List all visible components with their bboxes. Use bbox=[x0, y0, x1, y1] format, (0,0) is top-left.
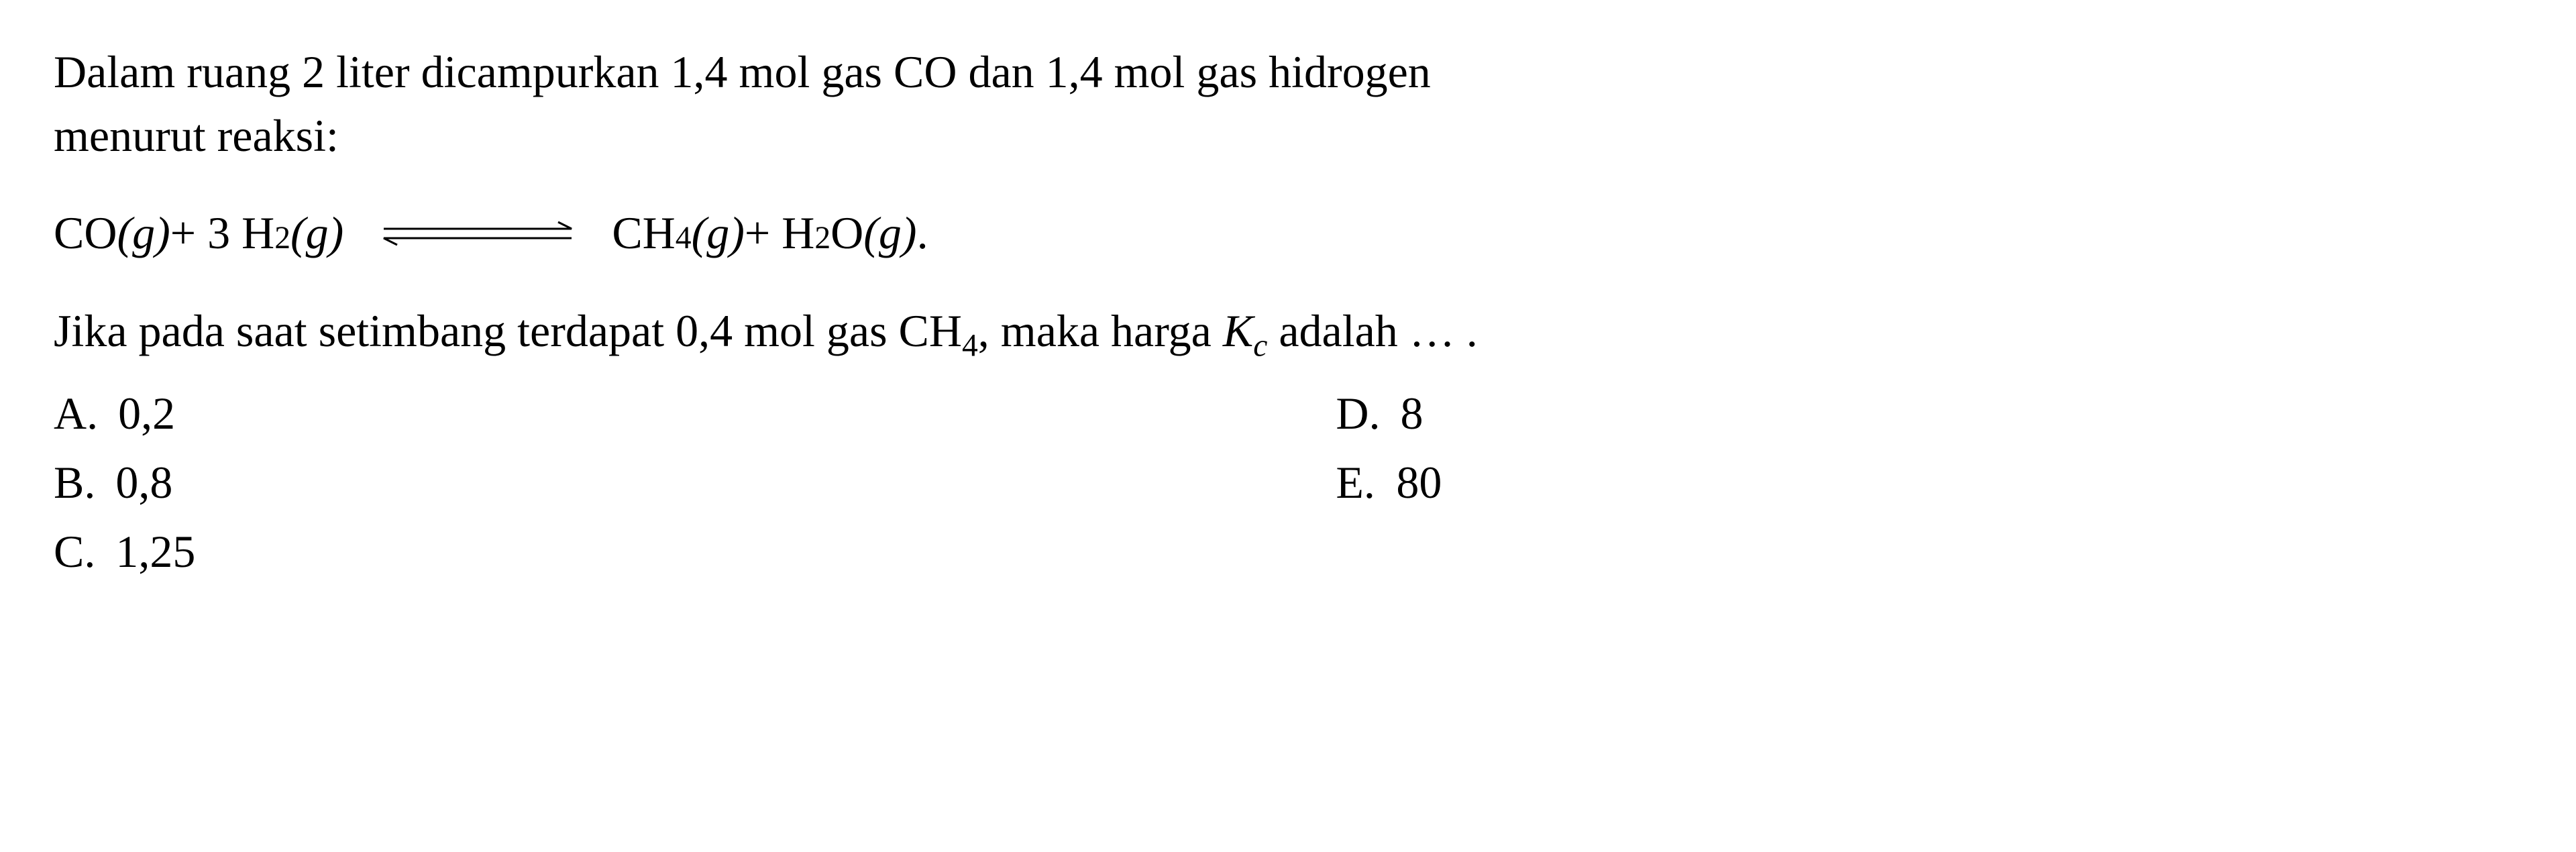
ch4-state: (g) bbox=[692, 201, 745, 265]
h2-subscript: 2 bbox=[274, 216, 290, 261]
prompt-text-1: Jika pada saat setimbang terdapat 0,4 mo… bbox=[54, 305, 962, 356]
option-c: C. 1,25 bbox=[54, 520, 195, 584]
equation-period: . bbox=[917, 201, 928, 265]
prompt-text-2: , maka harga bbox=[978, 305, 1223, 356]
options-column-right: D. 8 E. 80 bbox=[1336, 382, 1442, 584]
prompt-text-3: adalah … . bbox=[1267, 305, 1477, 356]
plus-h2o: + H bbox=[745, 201, 814, 265]
option-a-letter: A. bbox=[54, 382, 98, 445]
h2o-subscript: 2 bbox=[814, 216, 830, 261]
ch4-subscript: 4 bbox=[676, 216, 692, 261]
h2o-state: (g) bbox=[863, 201, 916, 265]
product-o: O bbox=[830, 201, 863, 265]
option-a: A. 0,2 bbox=[54, 382, 195, 445]
question-intro: Dalam ruang 2 liter dicampurkan 1,4 mol … bbox=[54, 40, 2522, 168]
option-b: B. 0,8 bbox=[54, 451, 195, 515]
option-c-value: 1,25 bbox=[115, 520, 195, 584]
reactant-co-state: (g) bbox=[117, 201, 170, 265]
options-column-left: A. 0,2 B. 0,8 C. 1,25 bbox=[54, 382, 195, 584]
h2-state: (g) bbox=[290, 201, 343, 265]
option-d-value: 8 bbox=[1400, 382, 1423, 445]
option-b-value: 0,8 bbox=[115, 451, 172, 515]
reactants: CO(g) + 3 H2(g) bbox=[54, 201, 343, 265]
option-a-value: 0,2 bbox=[118, 382, 175, 445]
products: CH4(g) + H2O(g). bbox=[612, 201, 928, 265]
reactant-co: CO bbox=[54, 201, 117, 265]
intro-line-2: menurut reaksi: bbox=[54, 104, 2522, 168]
option-c-letter: C. bbox=[54, 520, 95, 584]
chemical-equation: CO(g) + 3 H2(g) CH4(g) + H2O(g). bbox=[54, 201, 2522, 265]
answer-options: A. 0,2 B. 0,8 C. 1,25 D. 8 E. 80 bbox=[54, 382, 2522, 584]
option-d-letter: D. bbox=[1336, 382, 1380, 445]
equilibrium-arrow-icon bbox=[377, 217, 578, 250]
option-e-value: 80 bbox=[1396, 451, 1442, 515]
plus-h2: + 3 H bbox=[170, 201, 274, 265]
option-e-letter: E. bbox=[1336, 451, 1376, 515]
prompt-k-sub: c bbox=[1253, 328, 1267, 363]
prompt-ch4-sub: 4 bbox=[962, 328, 978, 363]
option-d: D. 8 bbox=[1336, 382, 1442, 445]
option-b-letter: B. bbox=[54, 451, 95, 515]
intro-line-1: Dalam ruang 2 liter dicampurkan 1,4 mol … bbox=[54, 40, 2522, 104]
prompt-k: K bbox=[1223, 305, 1253, 356]
question-prompt: Jika pada saat setimbang terdapat 0,4 mo… bbox=[54, 299, 2522, 368]
option-e: E. 80 bbox=[1336, 451, 1442, 515]
product-ch4: CH bbox=[612, 201, 675, 265]
